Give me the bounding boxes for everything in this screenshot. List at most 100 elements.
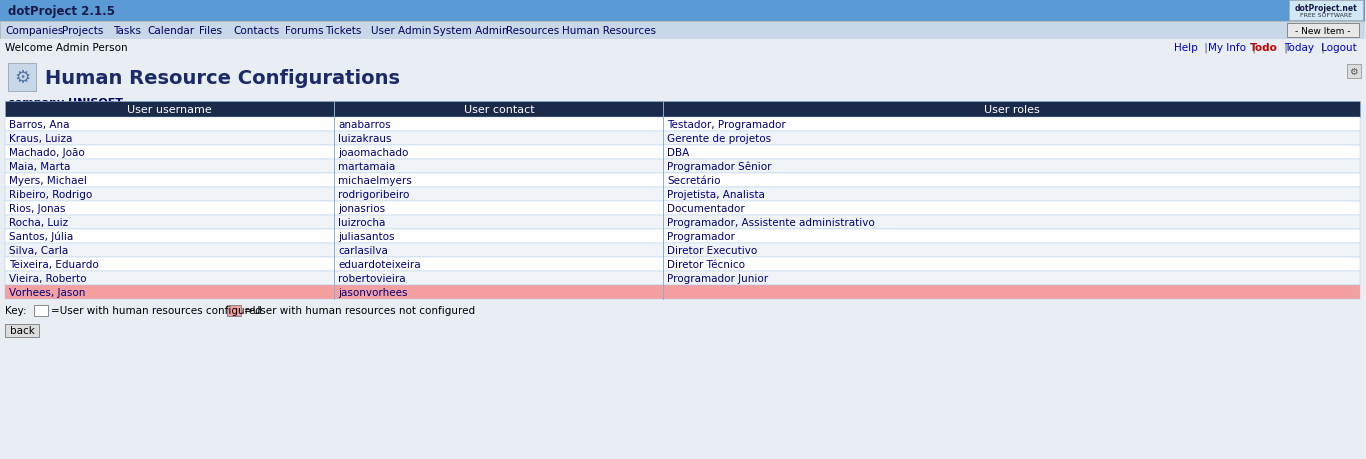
Text: System Admin: System Admin (433, 26, 508, 36)
Text: Help: Help (1175, 43, 1198, 53)
Text: Diretor Executivo: Diretor Executivo (668, 246, 758, 256)
FancyBboxPatch shape (1347, 65, 1361, 79)
FancyBboxPatch shape (0, 40, 1365, 56)
Text: Santos, Júlia: Santos, Júlia (10, 231, 74, 242)
Text: back: back (10, 326, 34, 336)
Text: |: | (1249, 43, 1255, 53)
Text: - New Item -: - New Item - (1295, 27, 1351, 35)
Text: =User with human resources not configured: =User with human resources not configure… (245, 306, 475, 316)
Text: Programador Sênior: Programador Sênior (668, 162, 772, 172)
Text: Documentador: Documentador (668, 203, 746, 213)
FancyBboxPatch shape (1290, 1, 1363, 21)
Text: jasonvorhees: jasonvorhees (339, 287, 407, 297)
Text: Secretário: Secretário (668, 176, 721, 185)
Text: Human Resource Configurations: Human Resource Configurations (45, 68, 400, 87)
Text: ⚙: ⚙ (1350, 67, 1358, 77)
Text: anabarros: anabarros (339, 120, 391, 130)
Text: dotProject.net: dotProject.net (1295, 4, 1358, 12)
Text: Resources: Resources (505, 26, 559, 36)
Text: Programador Junior: Programador Junior (668, 274, 769, 283)
Text: Kraus, Luiza: Kraus, Luiza (10, 134, 72, 144)
Text: martamaia: martamaia (339, 162, 396, 172)
Text: Programador, Assistente administrativo: Programador, Assistente administrativo (668, 218, 876, 228)
Text: jonasrios: jonasrios (339, 203, 385, 213)
FancyBboxPatch shape (5, 230, 1361, 243)
Text: Tickets: Tickets (325, 26, 362, 36)
FancyBboxPatch shape (5, 160, 1361, 174)
FancyBboxPatch shape (5, 257, 1361, 271)
FancyBboxPatch shape (5, 216, 1361, 230)
Text: joaomachado: joaomachado (339, 148, 408, 157)
Text: DBA: DBA (668, 148, 690, 157)
Text: Key:: Key: (5, 306, 26, 316)
Text: Calendar: Calendar (148, 26, 195, 36)
Text: |: | (1201, 43, 1208, 53)
Text: Welcome Admin Person: Welcome Admin Person (5, 43, 127, 53)
Text: My Info: My Info (1208, 43, 1246, 53)
FancyBboxPatch shape (5, 118, 1361, 132)
Text: Rios, Jonas: Rios, Jonas (10, 203, 66, 213)
Text: Barros, Ana: Barros, Ana (10, 120, 70, 130)
FancyBboxPatch shape (5, 202, 1361, 216)
Text: Contacts: Contacts (234, 26, 280, 36)
Text: michaelmyers: michaelmyers (339, 176, 413, 185)
Text: Projetista, Analista: Projetista, Analista (668, 190, 765, 200)
FancyBboxPatch shape (5, 285, 1361, 299)
Text: Rocha, Luiz: Rocha, Luiz (10, 218, 68, 228)
Text: rodrigoribeiro: rodrigoribeiro (339, 190, 410, 200)
Text: Projects: Projects (61, 26, 102, 36)
Text: robertovieira: robertovieira (339, 274, 406, 283)
Text: Gerente de projetos: Gerente de projetos (668, 134, 772, 144)
FancyBboxPatch shape (5, 102, 1361, 118)
Text: Myers, Michael: Myers, Michael (10, 176, 87, 185)
FancyBboxPatch shape (5, 325, 40, 337)
FancyBboxPatch shape (1287, 24, 1359, 38)
Text: Maia, Marta: Maia, Marta (10, 162, 71, 172)
Text: User roles: User roles (984, 105, 1040, 115)
FancyBboxPatch shape (5, 188, 1361, 202)
FancyBboxPatch shape (0, 56, 1365, 459)
Text: carlasilva: carlasilva (339, 246, 388, 256)
Text: luizakraus: luizakraus (339, 134, 392, 144)
FancyBboxPatch shape (34, 305, 48, 316)
Text: =User with human resources configured: =User with human resources configured (51, 306, 262, 316)
FancyBboxPatch shape (5, 132, 1361, 146)
Text: User username: User username (127, 105, 212, 115)
Text: Programador: Programador (668, 231, 735, 241)
Text: ⚙: ⚙ (14, 69, 30, 87)
Text: Tasks: Tasks (113, 26, 141, 36)
Text: Teixeira, Eduardo: Teixeira, Eduardo (10, 259, 98, 269)
Text: Forums: Forums (285, 26, 324, 36)
Text: Human Resources: Human Resources (563, 26, 656, 36)
Text: Testador, Programador: Testador, Programador (668, 120, 787, 130)
Text: dotProject 2.1.5: dotProject 2.1.5 (8, 5, 115, 17)
Text: Silva, Carla: Silva, Carla (10, 246, 68, 256)
Text: Logout: Logout (1321, 43, 1356, 53)
Text: Vorhees, Jason: Vorhees, Jason (10, 287, 85, 297)
Text: juliasantos: juliasantos (339, 231, 395, 241)
FancyBboxPatch shape (5, 243, 1361, 257)
FancyBboxPatch shape (227, 305, 240, 316)
FancyBboxPatch shape (8, 64, 36, 92)
Text: Machado, João: Machado, João (10, 148, 85, 157)
FancyBboxPatch shape (0, 22, 1365, 40)
Text: |: | (1281, 43, 1288, 53)
Text: Ribeiro, Rodrigo: Ribeiro, Rodrigo (10, 190, 93, 200)
FancyBboxPatch shape (0, 0, 1365, 22)
Text: Diretor Técnico: Diretor Técnico (668, 259, 746, 269)
Text: Files: Files (199, 26, 221, 36)
Text: Companies: Companies (5, 26, 63, 36)
Text: luizrocha: luizrocha (339, 218, 385, 228)
Text: Todo: Todo (1250, 43, 1277, 53)
Text: eduardoteixeira: eduardoteixeira (339, 259, 421, 269)
Text: company UNISOFT: company UNISOFT (8, 98, 123, 108)
Text: FREE SOFTWARE: FREE SOFTWARE (1300, 12, 1352, 17)
Text: User contact: User contact (463, 105, 534, 115)
FancyBboxPatch shape (5, 146, 1361, 160)
Text: Today: Today (1284, 43, 1314, 53)
Text: |: | (1318, 43, 1325, 53)
FancyBboxPatch shape (5, 271, 1361, 285)
FancyBboxPatch shape (5, 174, 1361, 188)
Text: User Admin: User Admin (372, 26, 432, 36)
Text: Vieira, Roberto: Vieira, Roberto (10, 274, 86, 283)
